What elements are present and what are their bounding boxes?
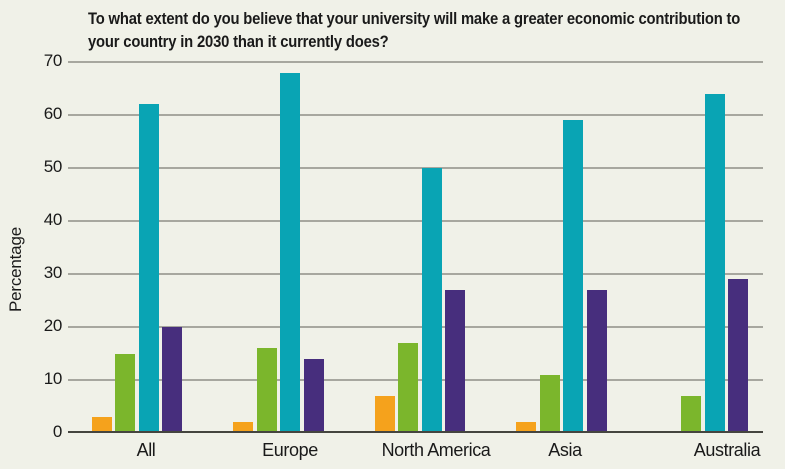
bar-all-teal: [138, 104, 159, 433]
x-tick-label-all: All: [136, 440, 156, 460]
bar-north-america-purple: [445, 289, 466, 433]
bar-north-america-orange: [374, 395, 395, 433]
y-tick-label-30: 30: [43, 263, 63, 282]
x-tick-label-australia: Australia: [693, 440, 761, 460]
bar-europe-purple: [303, 358, 324, 433]
bar-asia-orange: [516, 422, 537, 433]
bar-australia-teal: [704, 93, 725, 433]
y-tick-label-60: 60: [43, 104, 63, 123]
bar-australia-green: [681, 395, 702, 433]
gridline-40: [68, 220, 763, 222]
bar-asia-green: [539, 374, 560, 433]
bar-europe-teal: [280, 72, 301, 433]
chart-title: To what extent do you believe that your …: [88, 9, 741, 51]
gridline-70: [68, 61, 763, 63]
bar-all-orange: [91, 417, 112, 433]
bar-asia-teal: [563, 120, 584, 433]
gridline-60: [68, 114, 763, 116]
bar-north-america-green: [398, 342, 419, 433]
x-tick-label-asia: Asia: [548, 440, 582, 460]
x-tick-label-europe: Europe: [262, 440, 318, 460]
plot-area: [68, 61, 763, 433]
y-tick-label-70: 70: [43, 51, 63, 70]
bar-all-purple: [162, 327, 183, 433]
bar-north-america-teal: [421, 168, 442, 433]
bar-asia-purple: [586, 289, 607, 433]
y-tick-label-20: 20: [43, 316, 63, 335]
gridline-50: [68, 167, 763, 169]
bar-europe-green: [256, 348, 277, 433]
gridline-20: [68, 326, 763, 328]
x-tick-label-north-america: North America: [381, 440, 491, 460]
gridline-30: [68, 273, 763, 275]
y-tick-label-50: 50: [43, 157, 63, 176]
y-tick-label-0: 0: [52, 422, 62, 441]
bar-all-green: [115, 353, 136, 433]
bar-australia-purple: [728, 279, 749, 433]
bar-europe-orange: [233, 422, 254, 433]
y-tick-label-40: 40: [43, 210, 63, 229]
x-axis-line: [68, 431, 763, 433]
y-tick-label-10: 10: [43, 369, 63, 388]
